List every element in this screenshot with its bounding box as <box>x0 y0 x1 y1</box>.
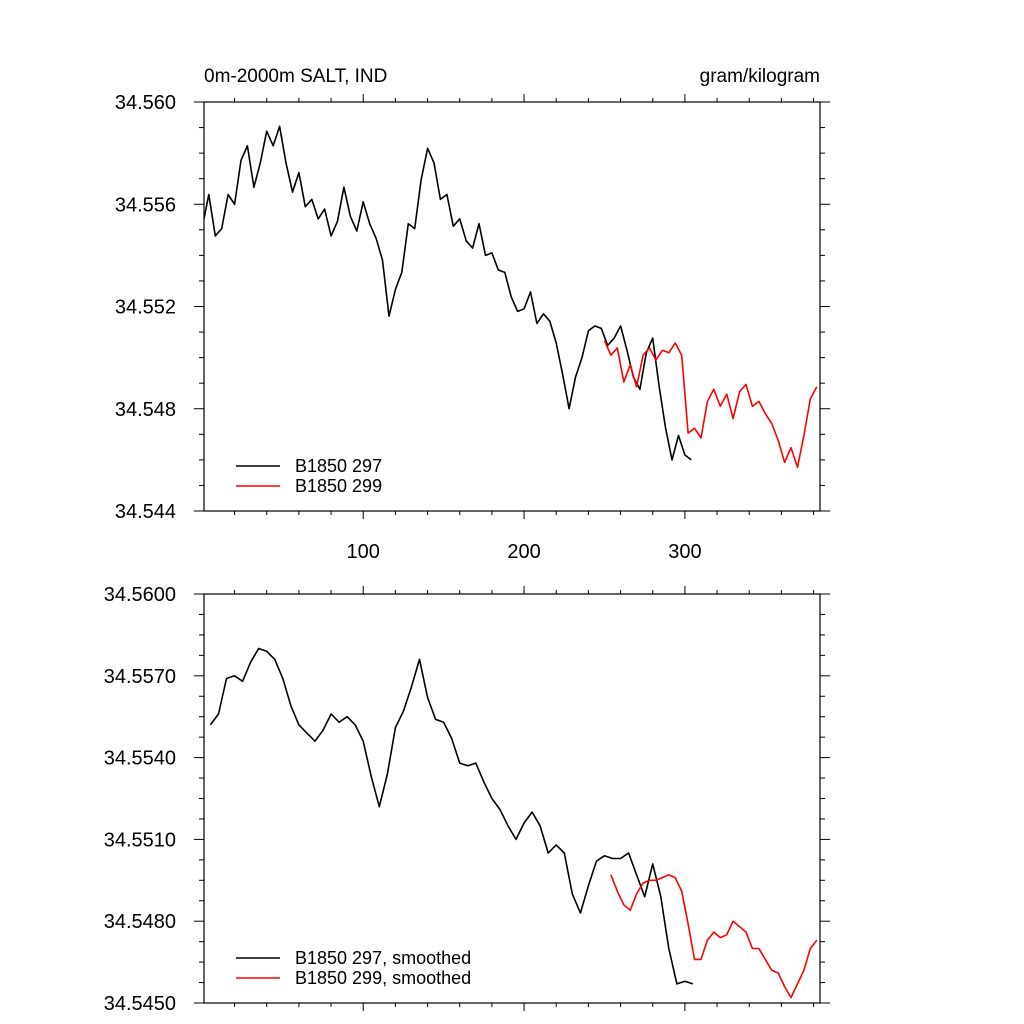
y-tick-label: 34.5600 <box>104 584 176 606</box>
x-tick-label: 300 <box>668 541 701 563</box>
legend-label: B1850 299 <box>295 476 382 496</box>
y-tick-label: 34.5450 <box>104 993 176 1015</box>
y-tick-label: 34.5510 <box>104 829 176 851</box>
legend-label: B1850 297 <box>295 456 382 476</box>
y-tick-label: 34.552 <box>115 297 176 319</box>
legend-label: B1850 297, smoothed <box>295 948 471 968</box>
y-tick-label: 34.548 <box>115 399 176 421</box>
y-tick-label: 34.560 <box>115 92 176 114</box>
bottom-panel: 34.5600 34.5570 34.5540 34.5510 34.5480 34.54… <box>104 584 830 1015</box>
x-tick-label: 100 <box>347 541 380 563</box>
series-line-2 <box>610 874 818 999</box>
series-line-1 <box>203 125 692 461</box>
y-tick-label: 34.5480 <box>104 911 176 933</box>
units-label: gram/kilogram <box>700 66 820 87</box>
series-line-1 <box>209 647 694 985</box>
y-tick-label: 34.544 <box>115 501 176 523</box>
panel-title: 0m-2000m SALT, IND <box>204 66 387 87</box>
legend-label: B1850 299, smoothed <box>295 968 471 988</box>
y-tick-label: 34.556 <box>115 194 176 216</box>
y-tick-label: 34.5570 <box>104 666 176 688</box>
plot-frame <box>203 593 821 1004</box>
top-panel: 0m-2000m SALT, IND gram/kilogram 100 200 3… <box>115 66 830 563</box>
y-tick-label: 34.5540 <box>104 748 176 770</box>
series-line-2 <box>603 340 818 468</box>
plot-frame <box>203 101 821 512</box>
x-tick-label: 200 <box>507 541 540 563</box>
